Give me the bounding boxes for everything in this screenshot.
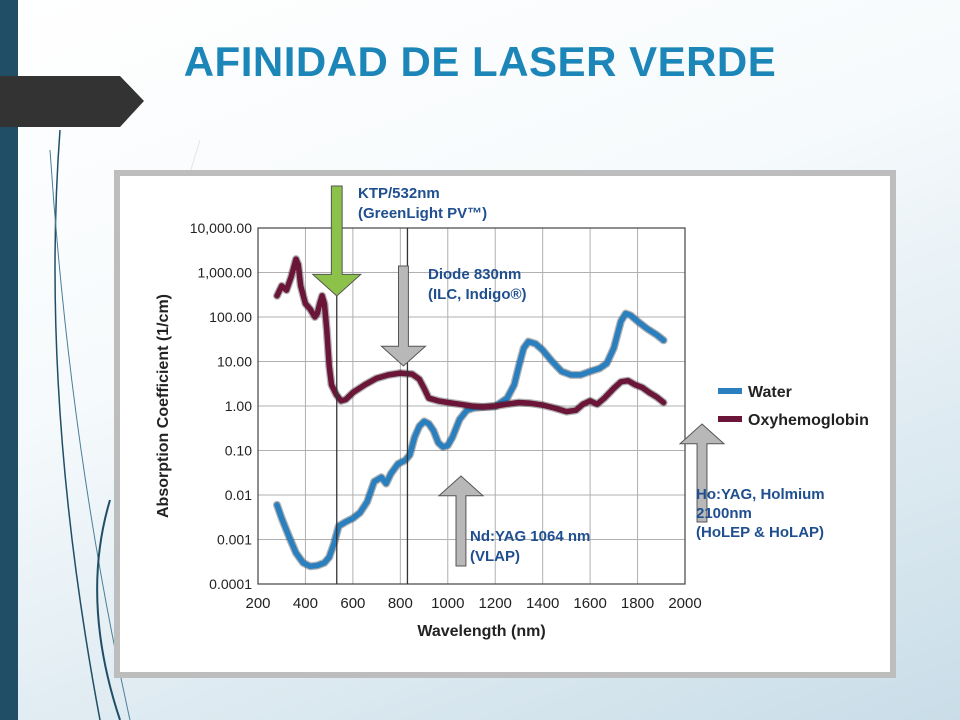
chart-frame: 200 400 600 800 1000 1200 1400 1600 1800 2000 0.00… [114, 170, 896, 678]
x-tick-label: 800 [388, 595, 413, 612]
y-tick-label: 1.00 [225, 398, 252, 414]
diode-arrow [380, 265, 427, 367]
hoyag-label-line-0: Ho:YAG, Holmium [696, 486, 825, 503]
chart-area: 200 400 600 800 1000 1200 1400 1600 1800 2000 0.00… [120, 176, 890, 672]
hoyag-label-line-1: 2100nm [696, 505, 752, 522]
ndyag-label-line-1: (VLAP) [470, 548, 520, 565]
title-tab-shape [0, 76, 144, 127]
y-tick-label: 1,000.00 [198, 265, 253, 281]
plot-border [257, 227, 686, 585]
hoyag-label-line-2: (HoLEP & HoLAP) [696, 524, 824, 541]
x-tick-label: 1200 [479, 595, 512, 612]
x-tick-label: 600 [340, 595, 365, 612]
x-tick-label: 1400 [526, 595, 559, 612]
ndyag-label-line-0: Nd:YAG 1064 nm [470, 528, 590, 545]
absorption-chart: 200 400 600 800 1000 1200 1400 1600 1800 2000 0.00… [155, 185, 869, 640]
left-accent-bar [0, 0, 18, 720]
x-tick-label: 1000 [431, 595, 464, 612]
x-tick-label: 200 [245, 595, 270, 612]
y-tick-label: 10.00 [217, 354, 252, 370]
ktp-arrow [311, 185, 363, 297]
ktp-label-line-0: KTP/532nm [358, 185, 440, 202]
legend-label-water: Water [748, 384, 792, 401]
x-tick-label: 400 [293, 595, 318, 612]
diode-label-line-1: (ILC, Indigo®) [428, 286, 527, 303]
y-tick-label: 10,000.00 [190, 220, 252, 236]
series-line-oxyhemoglobin [274, 256, 667, 415]
x-tick-label: 1600 [573, 595, 606, 612]
y-tick-label: 0.001 [217, 532, 252, 548]
slide-title: AFINIDAD DE LASER VERDE [183, 38, 777, 85]
diode-label-line-0: Diode 830nm [428, 266, 521, 283]
y-tick-label: 100.00 [209, 309, 252, 325]
y-tick-label: 0.10 [225, 443, 252, 459]
x-tick-label: 2000 [668, 595, 701, 612]
y-axis-label: Absorption Coefficient (1/cm) [155, 294, 172, 518]
x-axis-label: Wavelength (nm) [417, 623, 545, 640]
y-tick-label: 0.0001 [209, 576, 252, 592]
ktp-label-line-1: (GreenLight PV™) [358, 205, 487, 222]
legend-label-oxyhemoglobin: Oxyhemoglobin [748, 412, 869, 429]
ndyag-arrow [437, 475, 485, 567]
hoyag-arrow [678, 423, 726, 523]
y-tick-label: 0.01 [225, 487, 252, 503]
x-tick-label: 1800 [621, 595, 654, 612]
